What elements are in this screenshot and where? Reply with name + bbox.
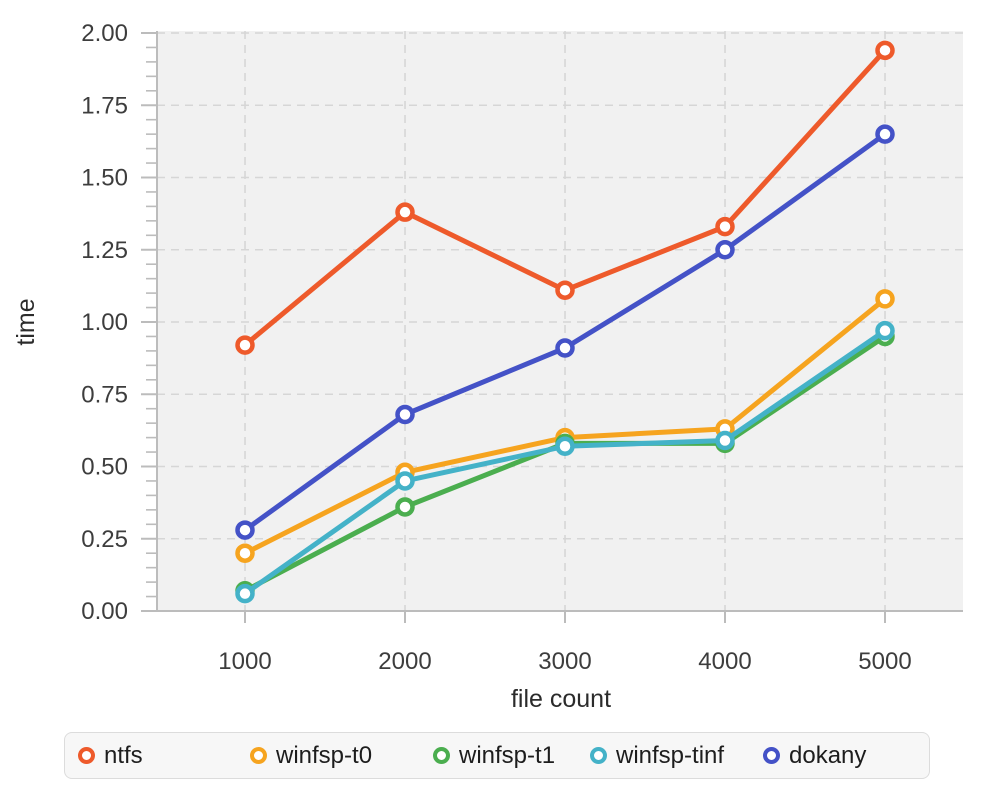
svg-text:1.25: 1.25 [81, 237, 128, 264]
svg-text:0.00: 0.00 [81, 598, 128, 625]
data-point-dokany-4000 [715, 240, 735, 260]
dokany-marker-icon [763, 747, 780, 764]
axes [141, 31, 963, 623]
data-point-winfsp-tinf-3000 [555, 436, 575, 457]
x-axis-title: file count [511, 685, 611, 713]
data-point-winfsp-t0-1000 [235, 543, 255, 563]
winfsp-t0-marker-icon [250, 747, 267, 764]
legend-label: ntfs [104, 741, 143, 769]
ntfs-marker-icon [78, 747, 95, 764]
tick-labels: 0.00 0.25 0.50 0.75 1.00 1.25 1.50 1.75 2.00 1000… [81, 20, 911, 675]
legend-item-dokany: dokany [763, 741, 867, 769]
svg-text:2000: 2000 [378, 648, 431, 675]
data-point-ntfs-5000 [875, 40, 895, 61]
data-point-dokany-2000 [395, 404, 415, 425]
plot-area [157, 31, 963, 611]
axis-titles: file count time [12, 298, 611, 713]
data-point-winfsp-tinf-4000 [715, 430, 735, 451]
winfsp-t1-marker-icon [433, 747, 450, 764]
legend-item-winfsp-tinf: winfsp-tinf [590, 741, 725, 769]
svg-text:0.50: 0.50 [81, 454, 128, 481]
legend-label: dokany [789, 741, 867, 769]
svg-text:1000: 1000 [218, 648, 271, 675]
data-point-ntfs-2000 [395, 202, 415, 222]
data-point-winfsp-tinf-2000 [395, 471, 415, 491]
legend-label: winfsp-t1 [459, 741, 556, 769]
series-winfsp-tinf [235, 320, 895, 604]
svg-text:0.75: 0.75 [81, 381, 128, 408]
data-point-winfsp-tinf-5000 [875, 320, 895, 341]
svg-text:3000: 3000 [538, 648, 591, 675]
legend-item-winfsp-t1: winfsp-t1 [433, 741, 556, 769]
series-ntfs [235, 40, 895, 355]
legend-label: winfsp-t0 [276, 741, 373, 769]
legend-label: winfsp-tinf [616, 741, 725, 769]
svg-text:1.75: 1.75 [81, 92, 128, 119]
data-point-dokany-5000 [875, 124, 895, 144]
svg-text:2.00: 2.00 [81, 20, 128, 47]
data-point-ntfs-4000 [715, 216, 735, 237]
winfsp-tinf-marker-icon [590, 747, 607, 764]
svg-text:4000: 4000 [698, 648, 751, 675]
data-point-dokany-1000 [235, 520, 255, 540]
y-axis-title: time [12, 298, 40, 345]
svg-text:0.25: 0.25 [81, 526, 128, 553]
legend-item-winfsp-t0: winfsp-t0 [250, 741, 373, 769]
legend: ntfs winfsp-t0 winfsp-t1 winfsp-tinf dok… [64, 732, 930, 779]
legend-item-ntfs: ntfs [78, 741, 143, 769]
data-point-dokany-3000 [555, 338, 575, 358]
series-dokany [235, 124, 895, 540]
data-point-ntfs-3000 [555, 280, 575, 300]
data-point-ntfs-1000 [235, 335, 255, 355]
svg-text:5000: 5000 [858, 648, 911, 675]
svg-text:1.00: 1.00 [81, 309, 128, 336]
data-point-winfsp-tinf-1000 [235, 583, 255, 604]
data-point-winfsp-t0-5000 [875, 289, 895, 309]
svg-text:1.50: 1.50 [81, 165, 128, 192]
data-point-winfsp-t1-2000 [395, 497, 415, 517]
